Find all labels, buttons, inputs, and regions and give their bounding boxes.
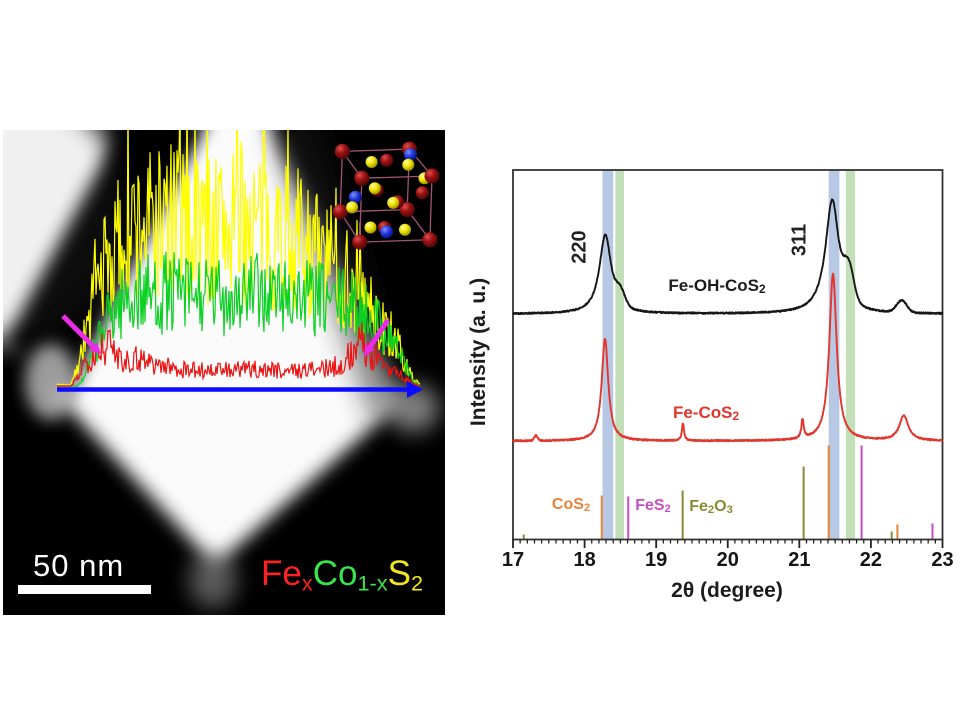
- x-tick-label: 21: [788, 549, 811, 571]
- x-axis-title: 2θ (degree): [671, 579, 783, 602]
- x-tick-label: 22: [859, 549, 883, 571]
- curve-label-fe-oh-cos2: Fe-OH-CoS2: [668, 275, 766, 297]
- peak-label-220: 220: [568, 230, 591, 264]
- tem-left-bump: [25, 344, 77, 420]
- scale-bar-label: 50 nm: [33, 548, 125, 583]
- line-scan-arrow: [57, 381, 423, 398]
- sample-formula-label: FexCo1-xS2: [261, 554, 424, 596]
- eds-line-scan-traces: [56, 130, 421, 387]
- x-tick-label: 20: [716, 549, 739, 571]
- curve-label-fe-cos2: Fe-CoS2: [672, 402, 740, 424]
- tem-image: [3, 130, 445, 615]
- y-axis-title: Intensity (a. u.): [467, 277, 490, 427]
- x-tick-label: 19: [645, 549, 668, 571]
- tem-right-bump: [387, 384, 439, 432]
- x-tick-label: 23: [931, 549, 954, 571]
- reference-label-fe2o3: Fe2O3: [689, 498, 733, 516]
- x-tick-label: 17: [501, 549, 525, 571]
- peak-label-311: 311: [788, 223, 811, 257]
- interface-marker-arrow-right: [364, 318, 391, 356]
- tem-image-panel: 50 nm FexCo1-xS2: [3, 130, 445, 615]
- tem-bottom-tail: [189, 552, 237, 608]
- reference-label-cos2: CoS2: [551, 496, 591, 514]
- tem-facet-shading: [273, 130, 408, 425]
- crystal-structure-inset: [332, 141, 440, 250]
- x-tick-label: 18: [573, 549, 596, 571]
- reference-label-fes2: FeS2: [635, 497, 671, 515]
- scale-bar: [18, 585, 151, 594]
